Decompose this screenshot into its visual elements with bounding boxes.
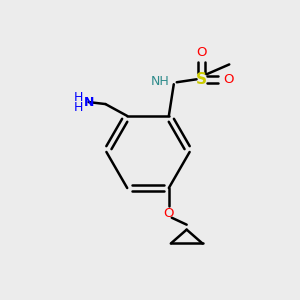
Text: O: O (164, 207, 174, 220)
Text: H: H (74, 91, 83, 103)
Text: H: H (74, 100, 83, 113)
Text: O: O (196, 46, 207, 59)
Text: O: O (223, 73, 233, 86)
Text: S: S (196, 72, 207, 87)
Text: N: N (83, 96, 94, 109)
Text: NH: NH (151, 75, 169, 88)
